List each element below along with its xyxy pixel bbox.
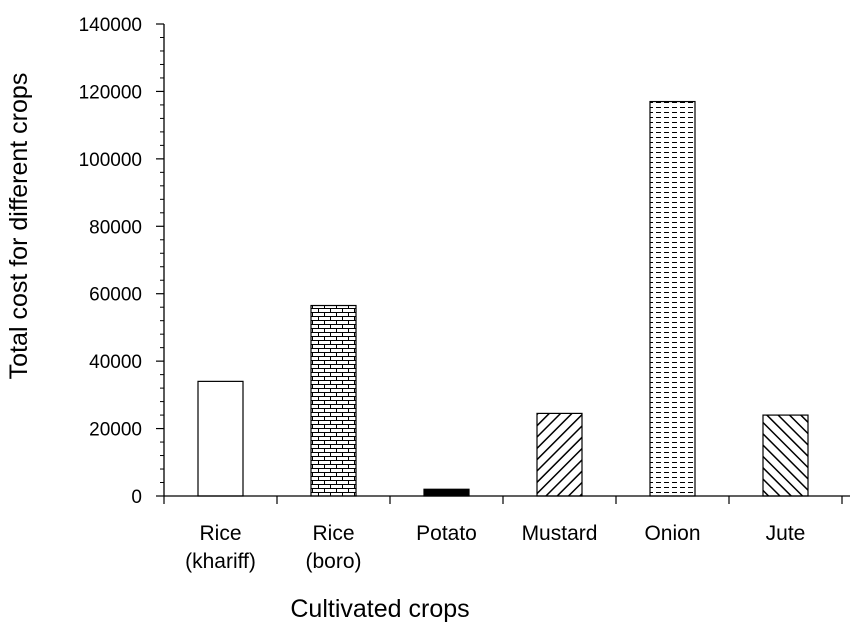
x-tick-label: Rice — [312, 522, 354, 545]
y-axis-ticks: 0 20000 40000 60000 80000 100000 120000 140000 — [79, 15, 164, 508]
y-tick-label: 140000 — [79, 15, 142, 36]
bar-3 — [536, 412, 583, 497]
x-tick-label: Rice — [199, 522, 241, 545]
y-tick-label: 40000 — [89, 352, 142, 373]
y-tick-label: 20000 — [89, 420, 142, 441]
y-axis-title: Total cost for different crops — [5, 73, 33, 380]
y-tick-label: 80000 — [89, 217, 142, 238]
bar-0 — [197, 380, 244, 497]
bar-4 — [649, 100, 696, 497]
bar-1 — [310, 304, 357, 497]
x-tick-label: Jute — [766, 522, 806, 545]
y-tick-label: 120000 — [79, 82, 142, 103]
x-axis-tick-labels: Rice (khariff) Rice (boro) Potato Mustard Onio… — [163, 496, 843, 573]
bars — [197, 100, 809, 497]
y-tick-label: 60000 — [89, 285, 142, 306]
y-tick-label: 100000 — [79, 150, 142, 171]
x-axis-title: Cultivated crops — [290, 595, 469, 623]
bar-5 — [762, 414, 809, 497]
x-tick-label: Mustard — [522, 522, 598, 545]
x-tick-label: (boro) — [305, 550, 361, 573]
x-tick-label: Onion — [644, 522, 700, 545]
y-tick-label: 0 — [131, 487, 142, 508]
x-tick-label: (khariff) — [185, 550, 256, 573]
x-tick-label: Potato — [416, 522, 477, 545]
bar-2 — [423, 488, 470, 497]
